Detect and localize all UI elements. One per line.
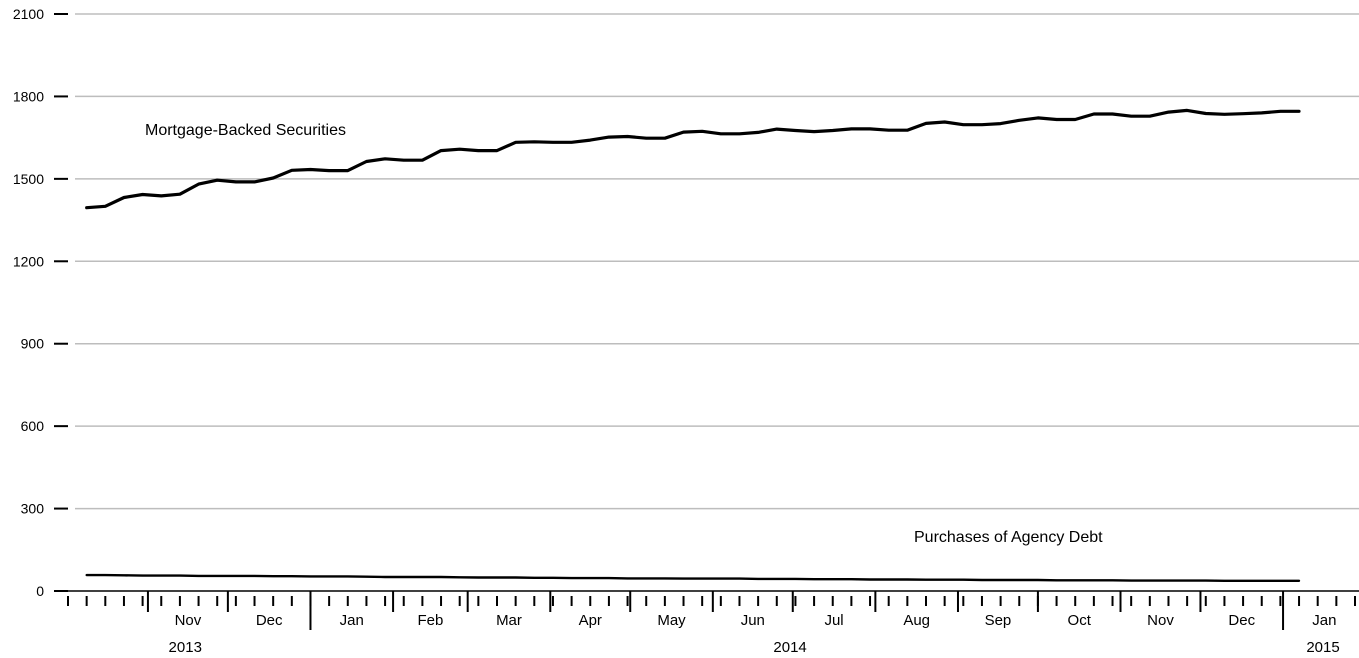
grid-lines [75,13,1359,510]
x-month-label-nov: Nov [1147,612,1174,629]
x-month-label-aug: Aug [903,612,930,629]
x-month-label-jan: Jan [1312,612,1336,629]
x-month-label-nov: Nov [175,612,202,629]
x-month-label-jun: Jun [741,612,765,629]
x-year-label-2013: 2013 [169,639,202,656]
y-tick-label-1800: 1800 [13,88,44,104]
y-tick-label-900: 900 [21,336,45,352]
axes: 0 300 600 900 1200 1500 1800 2100 Nov Dec Jan Feb Ma… [13,6,1359,656]
y-tick-label-600: 600 [21,418,45,434]
x-year-label-2014: 2014 [773,639,806,656]
y-tick-label-1500: 1500 [13,171,44,187]
x-month-label-apr: Apr [579,612,602,629]
series-line-mortgage-backed-securities [85,108,1301,210]
y-tick-label-300: 300 [21,501,45,517]
y-tick-label-0: 0 [36,583,44,599]
x-month-label-jul: Jul [824,612,843,629]
series-label-mortgage-backed-securities: Mortgage-Backed Securities [145,122,346,139]
series-line-purchases-of-agency-debt [85,573,1301,582]
x-month-label-oct: Oct [1068,612,1092,629]
series-label-purchases-of-agency-debt: Purchases of Agency Debt [914,529,1103,546]
x-month-label-sep: Sep [985,612,1012,629]
x-month-label-feb: Feb [417,612,443,629]
x-month-label-dec: Dec [1228,612,1255,629]
series-labels: Mortgage-Backed Securities Purchases of … [145,122,1103,546]
y-tick-label-1200: 1200 [13,253,44,269]
x-year-label-2015: 2015 [1306,639,1339,656]
y-tick-label-2100: 2100 [13,6,44,22]
x-month-label-dec: Dec [256,612,283,629]
x-month-label-jan: Jan [340,612,364,629]
x-month-label-may: May [657,612,686,629]
x-month-label-mar: Mar [496,612,522,629]
series-lines [85,108,1301,582]
